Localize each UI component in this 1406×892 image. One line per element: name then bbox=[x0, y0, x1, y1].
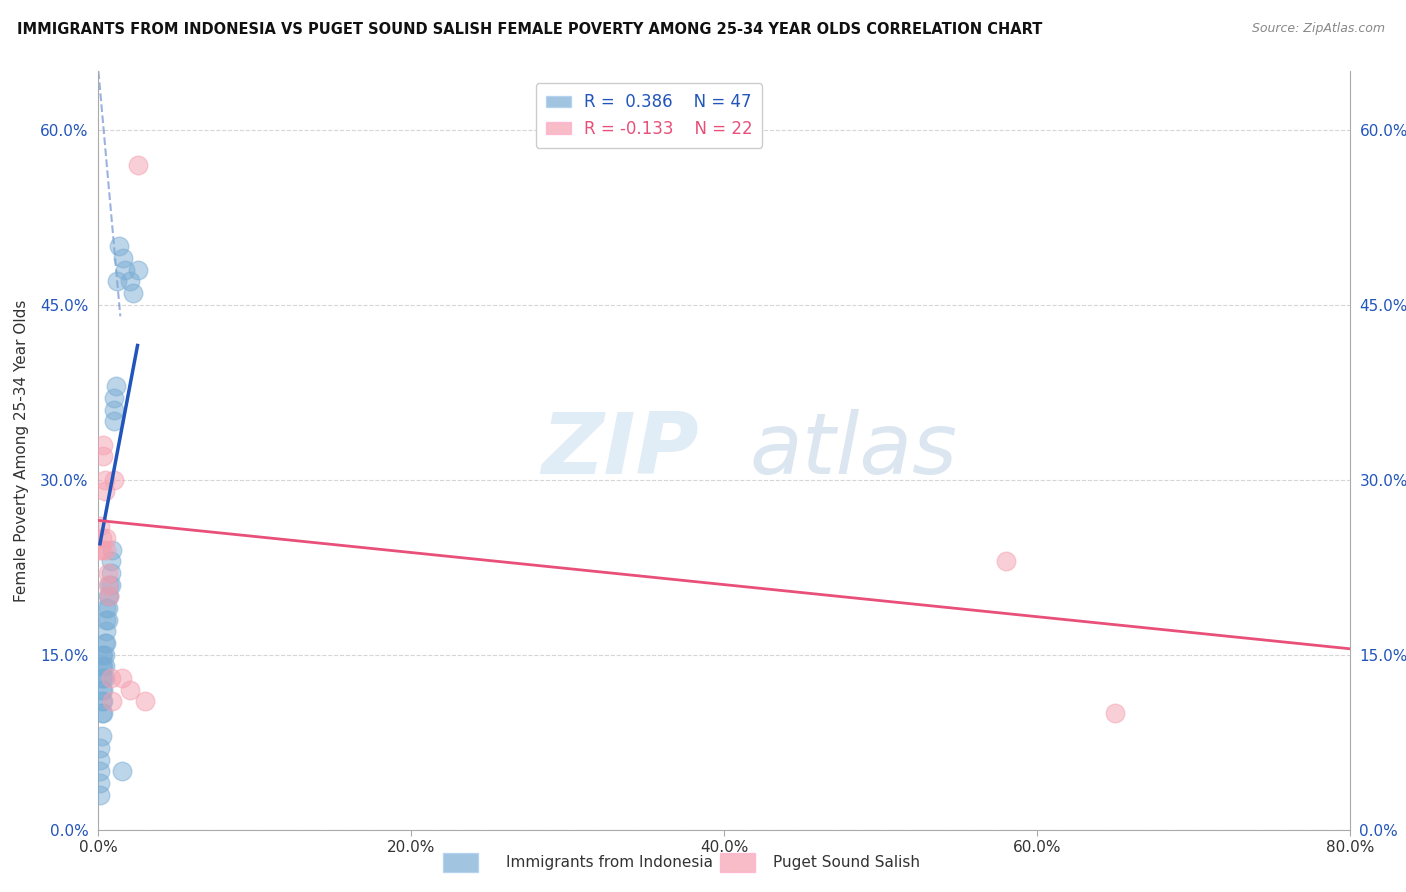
Point bbox=[90, 648, 112, 662]
Point bbox=[103, 473, 125, 487]
Point bbox=[134, 694, 156, 708]
Point bbox=[89, 764, 111, 779]
Point bbox=[103, 402, 125, 417]
Point bbox=[90, 671, 112, 685]
Legend: R =  0.386    N = 47, R = -0.133    N = 22: R = 0.386 N = 47, R = -0.133 N = 22 bbox=[536, 84, 762, 148]
Point bbox=[97, 577, 120, 591]
Point bbox=[90, 542, 112, 557]
Point bbox=[89, 788, 111, 802]
Point bbox=[91, 694, 114, 708]
Point bbox=[89, 542, 111, 557]
Point bbox=[90, 729, 112, 743]
Text: Source: ZipAtlas.com: Source: ZipAtlas.com bbox=[1251, 22, 1385, 36]
Point bbox=[114, 262, 136, 277]
Point bbox=[97, 613, 120, 627]
Point bbox=[101, 542, 124, 557]
Point bbox=[121, 285, 143, 300]
Text: IMMIGRANTS FROM INDONESIA VS PUGET SOUND SALISH FEMALE POVERTY AMONG 25-34 YEAR : IMMIGRANTS FROM INDONESIA VS PUGET SOUND… bbox=[17, 22, 1042, 37]
Text: Immigrants from Indonesia: Immigrants from Indonesia bbox=[506, 855, 713, 870]
Point bbox=[118, 682, 141, 697]
Point bbox=[127, 262, 149, 277]
Point bbox=[100, 566, 122, 580]
Point bbox=[93, 671, 115, 685]
Point bbox=[90, 694, 112, 708]
Point bbox=[100, 554, 122, 568]
Point bbox=[1104, 706, 1126, 720]
Point bbox=[127, 158, 149, 172]
Point bbox=[89, 776, 111, 790]
Point bbox=[93, 484, 115, 499]
Point bbox=[107, 239, 129, 253]
Point bbox=[90, 659, 112, 673]
Point bbox=[97, 589, 120, 603]
Point bbox=[89, 519, 111, 533]
Point bbox=[101, 694, 124, 708]
Point bbox=[96, 613, 118, 627]
Point bbox=[91, 450, 114, 464]
Point bbox=[118, 274, 141, 288]
Point bbox=[91, 682, 114, 697]
Point bbox=[96, 542, 118, 557]
Point bbox=[103, 391, 125, 405]
Point bbox=[100, 577, 122, 591]
Point bbox=[97, 566, 120, 580]
Text: Puget Sound Salish: Puget Sound Salish bbox=[773, 855, 921, 870]
Point bbox=[93, 659, 115, 673]
Point bbox=[91, 706, 114, 720]
Point bbox=[105, 274, 128, 288]
Point bbox=[93, 636, 115, 650]
Point bbox=[91, 437, 114, 451]
Point bbox=[93, 473, 115, 487]
Point bbox=[98, 577, 121, 591]
Point bbox=[97, 601, 120, 615]
Point bbox=[91, 648, 114, 662]
Point bbox=[104, 379, 127, 393]
Point bbox=[96, 624, 118, 639]
Point bbox=[93, 648, 115, 662]
Point bbox=[96, 636, 118, 650]
Point bbox=[89, 740, 111, 755]
Point bbox=[96, 601, 118, 615]
Point bbox=[89, 753, 111, 767]
Y-axis label: Female Poverty Among 25-34 Year Olds: Female Poverty Among 25-34 Year Olds bbox=[14, 300, 30, 601]
Point bbox=[98, 589, 121, 603]
Point bbox=[111, 764, 134, 779]
Point bbox=[96, 531, 118, 545]
Point bbox=[111, 671, 134, 685]
Point bbox=[91, 659, 114, 673]
Text: atlas: atlas bbox=[749, 409, 957, 492]
Text: ZIP: ZIP bbox=[541, 409, 699, 492]
Point bbox=[112, 251, 135, 265]
Point bbox=[994, 554, 1017, 568]
Point bbox=[98, 589, 121, 603]
FancyBboxPatch shape bbox=[720, 853, 755, 872]
Point bbox=[100, 671, 122, 685]
Point bbox=[90, 706, 112, 720]
Point bbox=[90, 682, 112, 697]
FancyBboxPatch shape bbox=[443, 853, 478, 872]
Point bbox=[91, 671, 114, 685]
Point bbox=[90, 531, 112, 545]
Point bbox=[103, 414, 125, 428]
